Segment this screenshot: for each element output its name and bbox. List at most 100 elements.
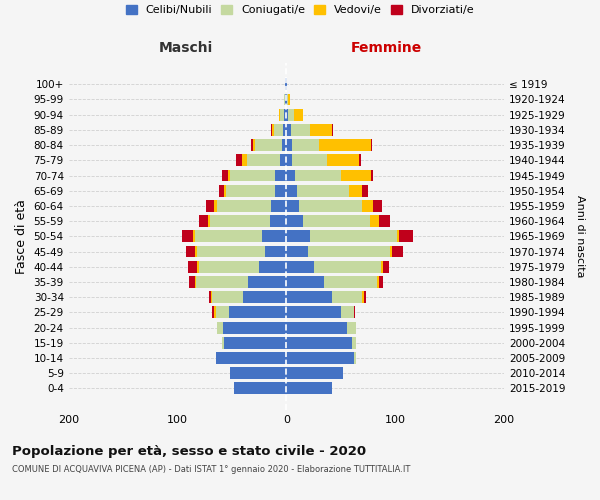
Bar [292,154,326,166]
Bar [230,170,275,181]
Bar [212,306,214,318]
Bar [262,230,286,242]
Bar [253,139,255,151]
Bar [286,306,341,318]
Bar [197,261,199,272]
Bar [271,124,272,136]
Bar [286,230,310,242]
Bar [286,246,308,258]
Bar [224,337,286,348]
Text: Popolazione per età, sesso e stato civile - 2020: Popolazione per età, sesso e stato civil… [12,445,366,458]
Bar [332,291,362,303]
Bar [392,246,403,258]
Bar [292,139,319,151]
Bar [285,94,286,106]
Bar [217,200,271,212]
Bar [286,170,295,181]
Bar [373,200,382,212]
Y-axis label: Fasce di età: Fasce di età [15,199,28,274]
Bar [383,261,389,272]
Bar [271,200,286,212]
Bar [265,246,286,258]
Bar [286,322,347,334]
Bar [275,185,286,196]
Bar [289,109,294,120]
Bar [354,352,356,364]
Bar [286,200,299,212]
Bar [290,124,310,136]
Bar [242,154,247,166]
Bar [284,109,286,120]
Bar [326,154,359,166]
Bar [289,94,290,106]
Bar [226,185,275,196]
Bar [341,170,371,181]
Bar [354,306,355,318]
Bar [319,139,371,151]
Bar [359,154,361,166]
Bar [314,261,381,272]
Bar [223,322,286,334]
Bar [286,154,292,166]
Bar [341,306,354,318]
Bar [400,230,413,242]
Bar [381,261,383,272]
Bar [310,230,397,242]
Bar [222,170,227,181]
Bar [222,337,224,348]
Bar [229,306,286,318]
Bar [195,230,262,242]
Bar [215,352,286,364]
Bar [274,124,283,136]
Bar [286,337,352,348]
Bar [217,322,223,334]
Bar [286,94,287,106]
Bar [370,215,379,227]
Bar [362,200,373,212]
Bar [248,276,286,288]
Bar [190,276,195,288]
Bar [255,139,282,151]
Bar [377,276,379,288]
Bar [196,276,248,288]
Bar [270,215,286,227]
Bar [199,261,259,272]
Bar [362,185,368,196]
Bar [284,94,285,106]
Bar [208,215,210,227]
Bar [286,78,287,90]
Bar [397,230,400,242]
Text: COMUNE DI ACQUAVIVA PICENA (AP) - Dati ISTAT 1° gennaio 2020 - Elaborazione TUTT: COMUNE DI ACQUAVIVA PICENA (AP) - Dati I… [12,466,410,474]
Bar [379,215,389,227]
Bar [286,261,314,272]
Bar [347,322,356,334]
Bar [371,139,372,151]
Bar [286,109,289,120]
Bar [188,261,197,272]
Bar [227,170,230,181]
Bar [286,215,302,227]
Text: Maschi: Maschi [159,41,214,55]
Bar [286,276,325,288]
Bar [286,382,332,394]
Bar [212,291,243,303]
Bar [364,291,366,303]
Bar [234,382,286,394]
Bar [352,337,356,348]
Bar [332,124,333,136]
Bar [275,170,286,181]
Bar [195,246,197,258]
Bar [379,276,383,288]
Bar [214,200,217,212]
Bar [362,291,364,303]
Bar [287,94,289,106]
Bar [285,78,286,90]
Bar [230,368,286,379]
Bar [251,139,253,151]
Bar [206,200,214,212]
Bar [214,306,215,318]
Bar [197,246,265,258]
Bar [209,291,211,303]
Legend: Celibi/Nubili, Coniugati/e, Vedovi/e, Divorziati/e: Celibi/Nubili, Coniugati/e, Vedovi/e, Di… [121,0,479,20]
Bar [283,124,286,136]
